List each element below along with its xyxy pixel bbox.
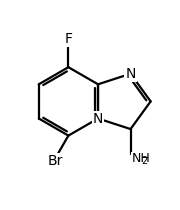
Text: 2: 2 [141, 156, 147, 165]
Text: F: F [64, 32, 72, 46]
Text: N: N [125, 67, 136, 81]
Text: Br: Br [48, 154, 63, 168]
Text: N: N [93, 112, 103, 126]
Text: NH: NH [131, 152, 150, 165]
